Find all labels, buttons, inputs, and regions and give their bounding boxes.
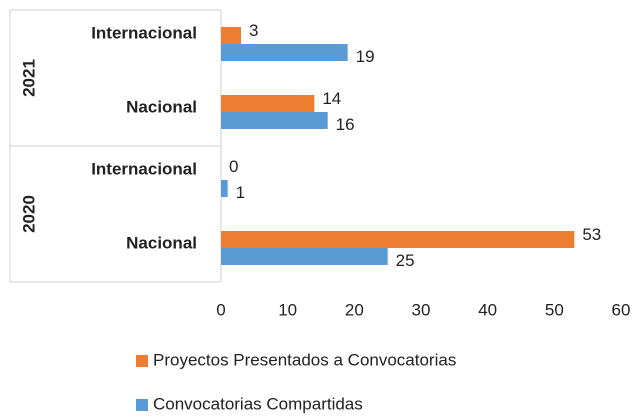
x-tick-label: 0 [216, 300, 225, 319]
x-tick-label: 30 [412, 300, 431, 319]
x-tick-label: 60 [612, 300, 631, 319]
bar [221, 180, 228, 197]
legend-label: Proyectos Presentados a Convocatorias [153, 350, 456, 369]
data-label: 16 [336, 115, 355, 134]
category-label: Internacional [91, 23, 197, 42]
group-label: 2021 [19, 59, 38, 97]
x-tick-label: 50 [545, 300, 564, 319]
data-label: 3 [249, 21, 258, 40]
bar [221, 27, 241, 44]
data-label: 25 [396, 251, 415, 270]
data-label: 19 [356, 47, 375, 66]
category-label: Nacional [126, 233, 197, 252]
legend-label: Convocatorias Compartidas [153, 394, 363, 413]
bar [221, 95, 315, 112]
data-label: 53 [582, 225, 601, 244]
legend-swatch [136, 399, 148, 411]
group-label: 2020 [19, 195, 38, 233]
data-label: 1 [236, 183, 245, 202]
category-label: Internacional [91, 159, 197, 178]
bar [221, 248, 388, 265]
x-tick-label: 20 [345, 300, 364, 319]
data-label: 0 [229, 157, 238, 176]
bar [221, 44, 348, 61]
data-label: 14 [322, 89, 341, 108]
bar [221, 231, 575, 248]
bar [221, 112, 328, 129]
category-label: Nacional [126, 97, 197, 116]
x-tick-label: 40 [478, 300, 497, 319]
legend-swatch [136, 355, 148, 367]
x-tick-label: 10 [278, 300, 297, 319]
